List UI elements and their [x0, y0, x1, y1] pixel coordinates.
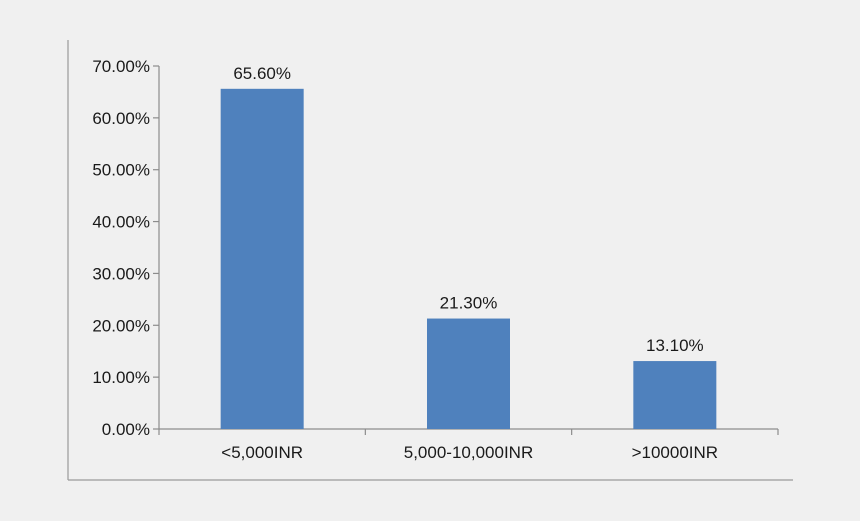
bar-data-label: 65.60% [233, 64, 291, 83]
bar [220, 88, 304, 430]
y-tick-label: 70.00% [92, 57, 150, 76]
bar-data-label: 21.30% [440, 294, 498, 313]
x-category-label: >10000INR [632, 443, 718, 462]
x-category-label: 5,000-10,000INR [404, 443, 533, 462]
bar [427, 318, 510, 429]
x-category-label: <5,000INR [221, 443, 303, 462]
bar [633, 361, 717, 429]
y-tick-label: 30.00% [92, 264, 150, 283]
y-tick-label: 20.00% [92, 316, 150, 335]
bar-data-label: 13.10% [646, 336, 704, 355]
y-tick-label: 40.00% [92, 213, 150, 232]
y-tick-label: 0.00% [102, 420, 150, 439]
y-tick-label: 60.00% [92, 109, 150, 128]
y-tick-label: 50.00% [92, 161, 150, 180]
y-tick-label: 10.00% [92, 368, 150, 387]
